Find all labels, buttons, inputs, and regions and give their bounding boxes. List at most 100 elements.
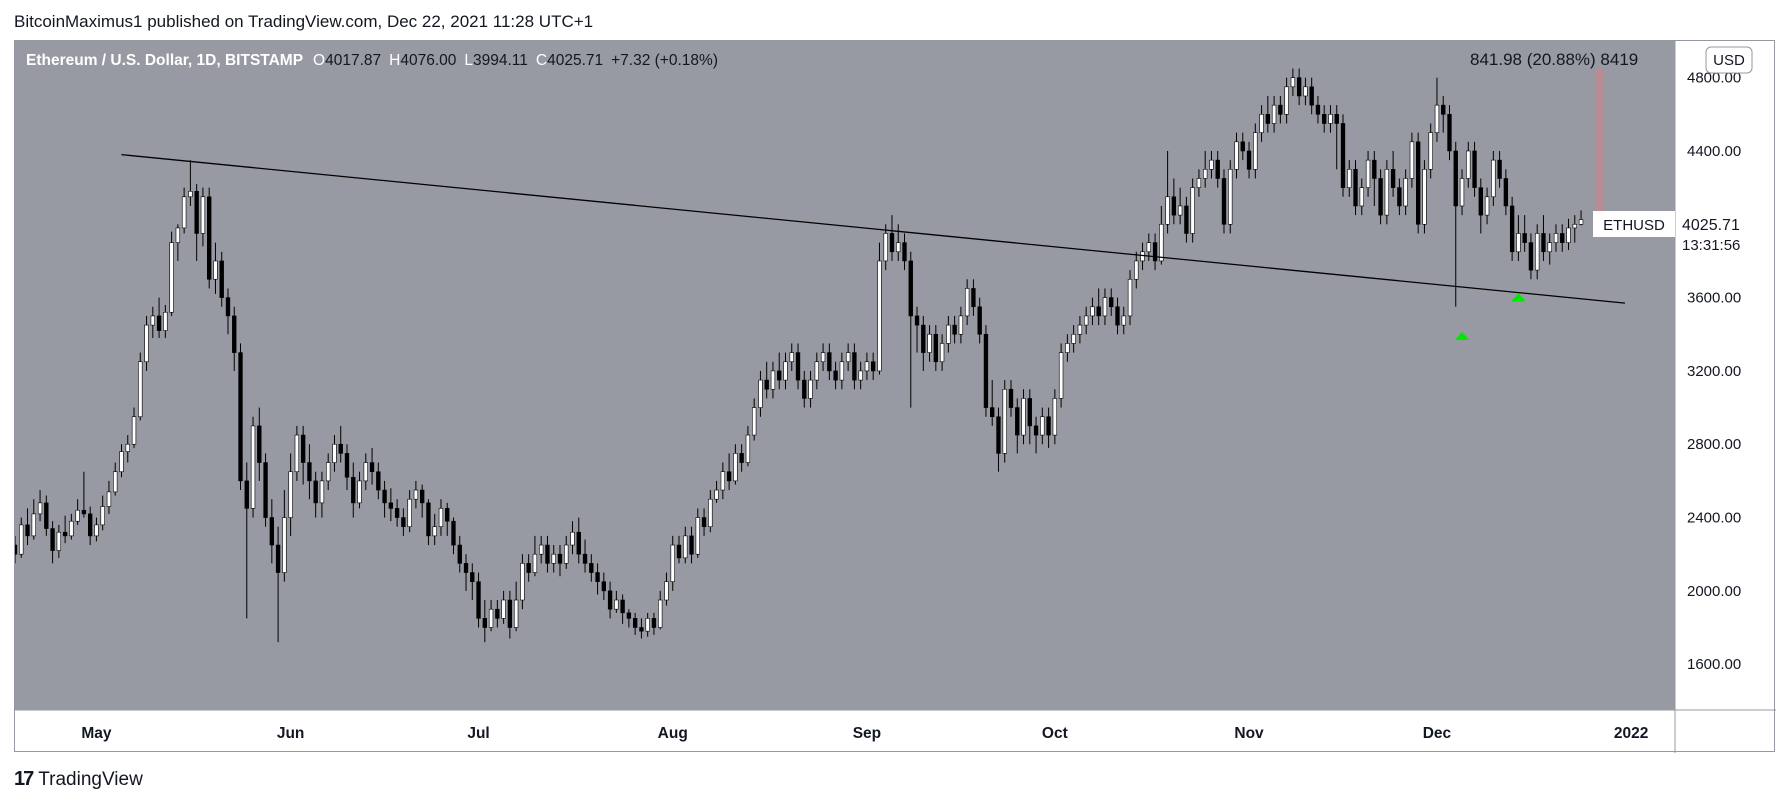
candle[interactable] <box>720 462 726 500</box>
candle[interactable] <box>1334 105 1339 170</box>
candle[interactable] <box>1296 68 1302 106</box>
candle[interactable] <box>1478 178 1483 234</box>
candle[interactable] <box>1271 95 1277 133</box>
candle[interactable] <box>589 554 594 582</box>
candle[interactable] <box>1397 178 1402 216</box>
candle[interactable] <box>764 361 769 399</box>
candle[interactable] <box>883 224 888 271</box>
candle[interactable] <box>238 343 243 491</box>
candle[interactable] <box>570 521 575 555</box>
candle[interactable] <box>426 499 431 546</box>
candle[interactable] <box>1384 160 1390 225</box>
candle[interactable] <box>62 515 68 544</box>
candle[interactable] <box>463 554 469 591</box>
candle[interactable] <box>1372 150 1377 206</box>
candle[interactable] <box>81 471 87 518</box>
candle[interactable] <box>470 563 475 601</box>
candle[interactable] <box>1365 150 1371 197</box>
candle[interactable] <box>1240 132 1245 161</box>
candle[interactable] <box>144 315 149 371</box>
candle[interactable] <box>1447 105 1452 161</box>
candle[interactable] <box>1203 150 1208 188</box>
candle[interactable] <box>1140 242 1145 271</box>
candle[interactable] <box>1535 224 1540 280</box>
candle[interactable] <box>1547 233 1552 265</box>
candle[interactable] <box>344 444 350 491</box>
price-axis[interactable]: 4800.004400.004000.003600.003200.002800.… <box>1687 70 1741 674</box>
candle[interactable] <box>1278 95 1283 124</box>
candle[interactable] <box>676 535 682 564</box>
candle[interactable] <box>56 524 62 558</box>
candle[interactable] <box>520 554 525 610</box>
candle[interactable] <box>507 590 513 639</box>
candle[interactable] <box>1040 407 1045 445</box>
candle[interactable] <box>357 471 362 509</box>
candle[interactable] <box>94 517 99 542</box>
candle[interactable] <box>1083 306 1089 335</box>
candle[interactable] <box>864 352 870 381</box>
candle[interactable] <box>1115 297 1120 335</box>
candle[interactable] <box>739 444 744 472</box>
candle[interactable] <box>219 251 224 307</box>
candle[interactable] <box>1090 297 1095 326</box>
candle[interactable] <box>1046 407 1051 448</box>
candle[interactable] <box>996 407 1001 472</box>
candle[interactable] <box>488 600 494 632</box>
candle[interactable] <box>207 187 212 289</box>
candle[interactable] <box>1071 325 1076 353</box>
candle[interactable] <box>438 499 444 536</box>
currency-button[interactable] <box>1705 46 1753 74</box>
candle[interactable] <box>701 508 707 536</box>
descending-trendline[interactable] <box>121 153 1625 304</box>
candle[interactable] <box>833 361 838 390</box>
candle[interactable] <box>670 535 675 591</box>
candle[interactable] <box>1190 178 1195 243</box>
candle[interactable] <box>564 535 569 569</box>
candle[interactable] <box>983 325 989 417</box>
candle[interactable] <box>551 545 556 573</box>
candle[interactable] <box>939 334 945 371</box>
arrow-up-marker[interactable] <box>1511 293 1526 302</box>
candle[interactable] <box>1522 215 1527 252</box>
candle[interactable] <box>1353 160 1358 216</box>
candle[interactable] <box>933 325 939 371</box>
candle[interactable] <box>275 526 281 643</box>
candle[interactable] <box>1221 169 1227 234</box>
candle[interactable] <box>557 545 563 577</box>
candle[interactable] <box>1184 196 1189 243</box>
candle[interactable] <box>1403 169 1408 216</box>
candle[interactable] <box>394 499 400 527</box>
candle[interactable] <box>658 590 663 630</box>
candle[interactable] <box>1578 210 1584 226</box>
candle[interactable] <box>1209 150 1214 179</box>
candle[interactable] <box>351 462 356 518</box>
candle[interactable] <box>1434 77 1440 142</box>
candle[interactable] <box>300 425 306 485</box>
candle[interactable] <box>1290 68 1296 96</box>
candle[interactable] <box>338 425 343 463</box>
candle[interactable] <box>1027 389 1032 445</box>
candle[interactable] <box>44 495 49 536</box>
candle[interactable] <box>319 471 325 518</box>
candle[interactable] <box>188 160 193 206</box>
candle[interactable] <box>683 526 688 564</box>
candle[interactable] <box>25 508 30 546</box>
candle[interactable] <box>576 517 581 564</box>
candle[interactable] <box>539 535 544 564</box>
candle[interactable] <box>770 361 776 399</box>
candle[interactable] <box>363 453 368 491</box>
candle[interactable] <box>952 315 957 344</box>
candle[interactable] <box>1503 169 1509 216</box>
candle[interactable] <box>200 187 206 247</box>
candle[interactable] <box>119 444 124 478</box>
candle[interactable] <box>526 554 531 582</box>
candle[interactable] <box>213 242 218 294</box>
candle[interactable] <box>614 590 619 613</box>
candle[interactable] <box>858 361 863 390</box>
candle[interactable] <box>451 517 456 555</box>
candle[interactable] <box>789 343 794 371</box>
candle[interactable] <box>476 572 481 628</box>
candle[interactable] <box>87 506 93 546</box>
candle[interactable] <box>639 618 644 639</box>
arrow-up-marker[interactable] <box>1455 331 1470 340</box>
